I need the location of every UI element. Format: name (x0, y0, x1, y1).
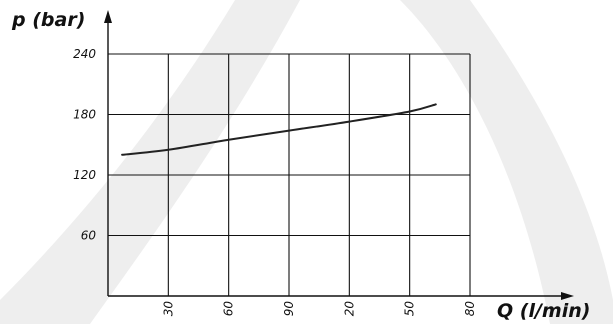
x-axis-arrow-icon (561, 292, 574, 300)
x-tick-label-30: 30 (161, 301, 175, 317)
y-tick-label-240: 240 (73, 47, 96, 61)
grid (108, 53, 471, 296)
x-axis-title: Q (l/min) (497, 300, 590, 322)
y-axis-arrow-icon (104, 10, 112, 23)
y-tick-label-60: 60 (81, 229, 97, 243)
y-tick-label-120: 120 (73, 168, 96, 182)
series-group (121, 103, 437, 156)
x-tick-label-90: 90 (282, 301, 296, 317)
series-line-1 (121, 103, 437, 156)
watermark-shape-right (400, 0, 613, 324)
y-axis-title: p (bar) (11, 9, 85, 31)
y-tick-label-180: 180 (73, 108, 96, 122)
x-tick-label-180: 80 (463, 301, 477, 317)
watermark-shape-left (0, 0, 300, 324)
x-tick-label-120: 20 (342, 301, 356, 317)
x-tick-label-150: 50 (403, 301, 417, 317)
x-tick-label-60: 60 (222, 301, 236, 317)
axes (104, 10, 574, 300)
tick-labels: 60 120 180 240 30 60 90 20 50 80 (73, 47, 477, 316)
